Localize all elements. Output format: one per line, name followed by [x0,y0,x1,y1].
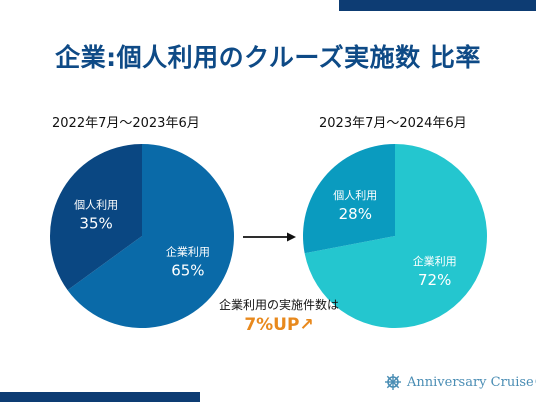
pie-chart-left: 企業利用 65% 個人利用 35% [49,144,234,328]
pie-slice-right-0 [304,144,488,329]
brand-logo: Anniversary Cruise® [384,372,536,392]
slice-value-right-1: 28% [339,205,372,223]
pie-chart-right: 企業利用 72% 個人利用 28% [303,144,488,329]
slice-value-right-0: 72% [418,271,451,289]
pie-slice-right-1 [303,144,395,254]
slice-label-right-0: 企業利用 [413,254,457,268]
slice-label-right-1: 個人利用 [333,189,377,202]
brand-name: Anniversary Cruise® [407,374,536,390]
pie-slice-left-0 [67,144,234,328]
slice-label-left-0: 企業利用 [166,244,210,258]
bottom-accent-bar [0,392,200,402]
annotation-text: 企業利用の実施件数は [218,298,339,312]
right-chart-title: 2023年7月〜2024年6月 [319,116,467,131]
top-accent-bar [339,0,536,11]
arrow [243,232,296,242]
annotation-highlight: 7%UP↗ [244,315,314,335]
slice-value-left-1: 35% [79,215,112,233]
pie-slice-left-1 [49,144,142,291]
ship-wheel-icon [385,374,401,390]
arrow-head [287,232,296,242]
slice-value-left-0: 65% [171,261,204,279]
page-title: 企業:個人利用のクルーズ実施数 比率 [55,43,481,72]
slice-label-left-1: 個人利用 [74,199,118,212]
left-chart-title: 2022年7月〜2023年6月 [52,116,200,131]
